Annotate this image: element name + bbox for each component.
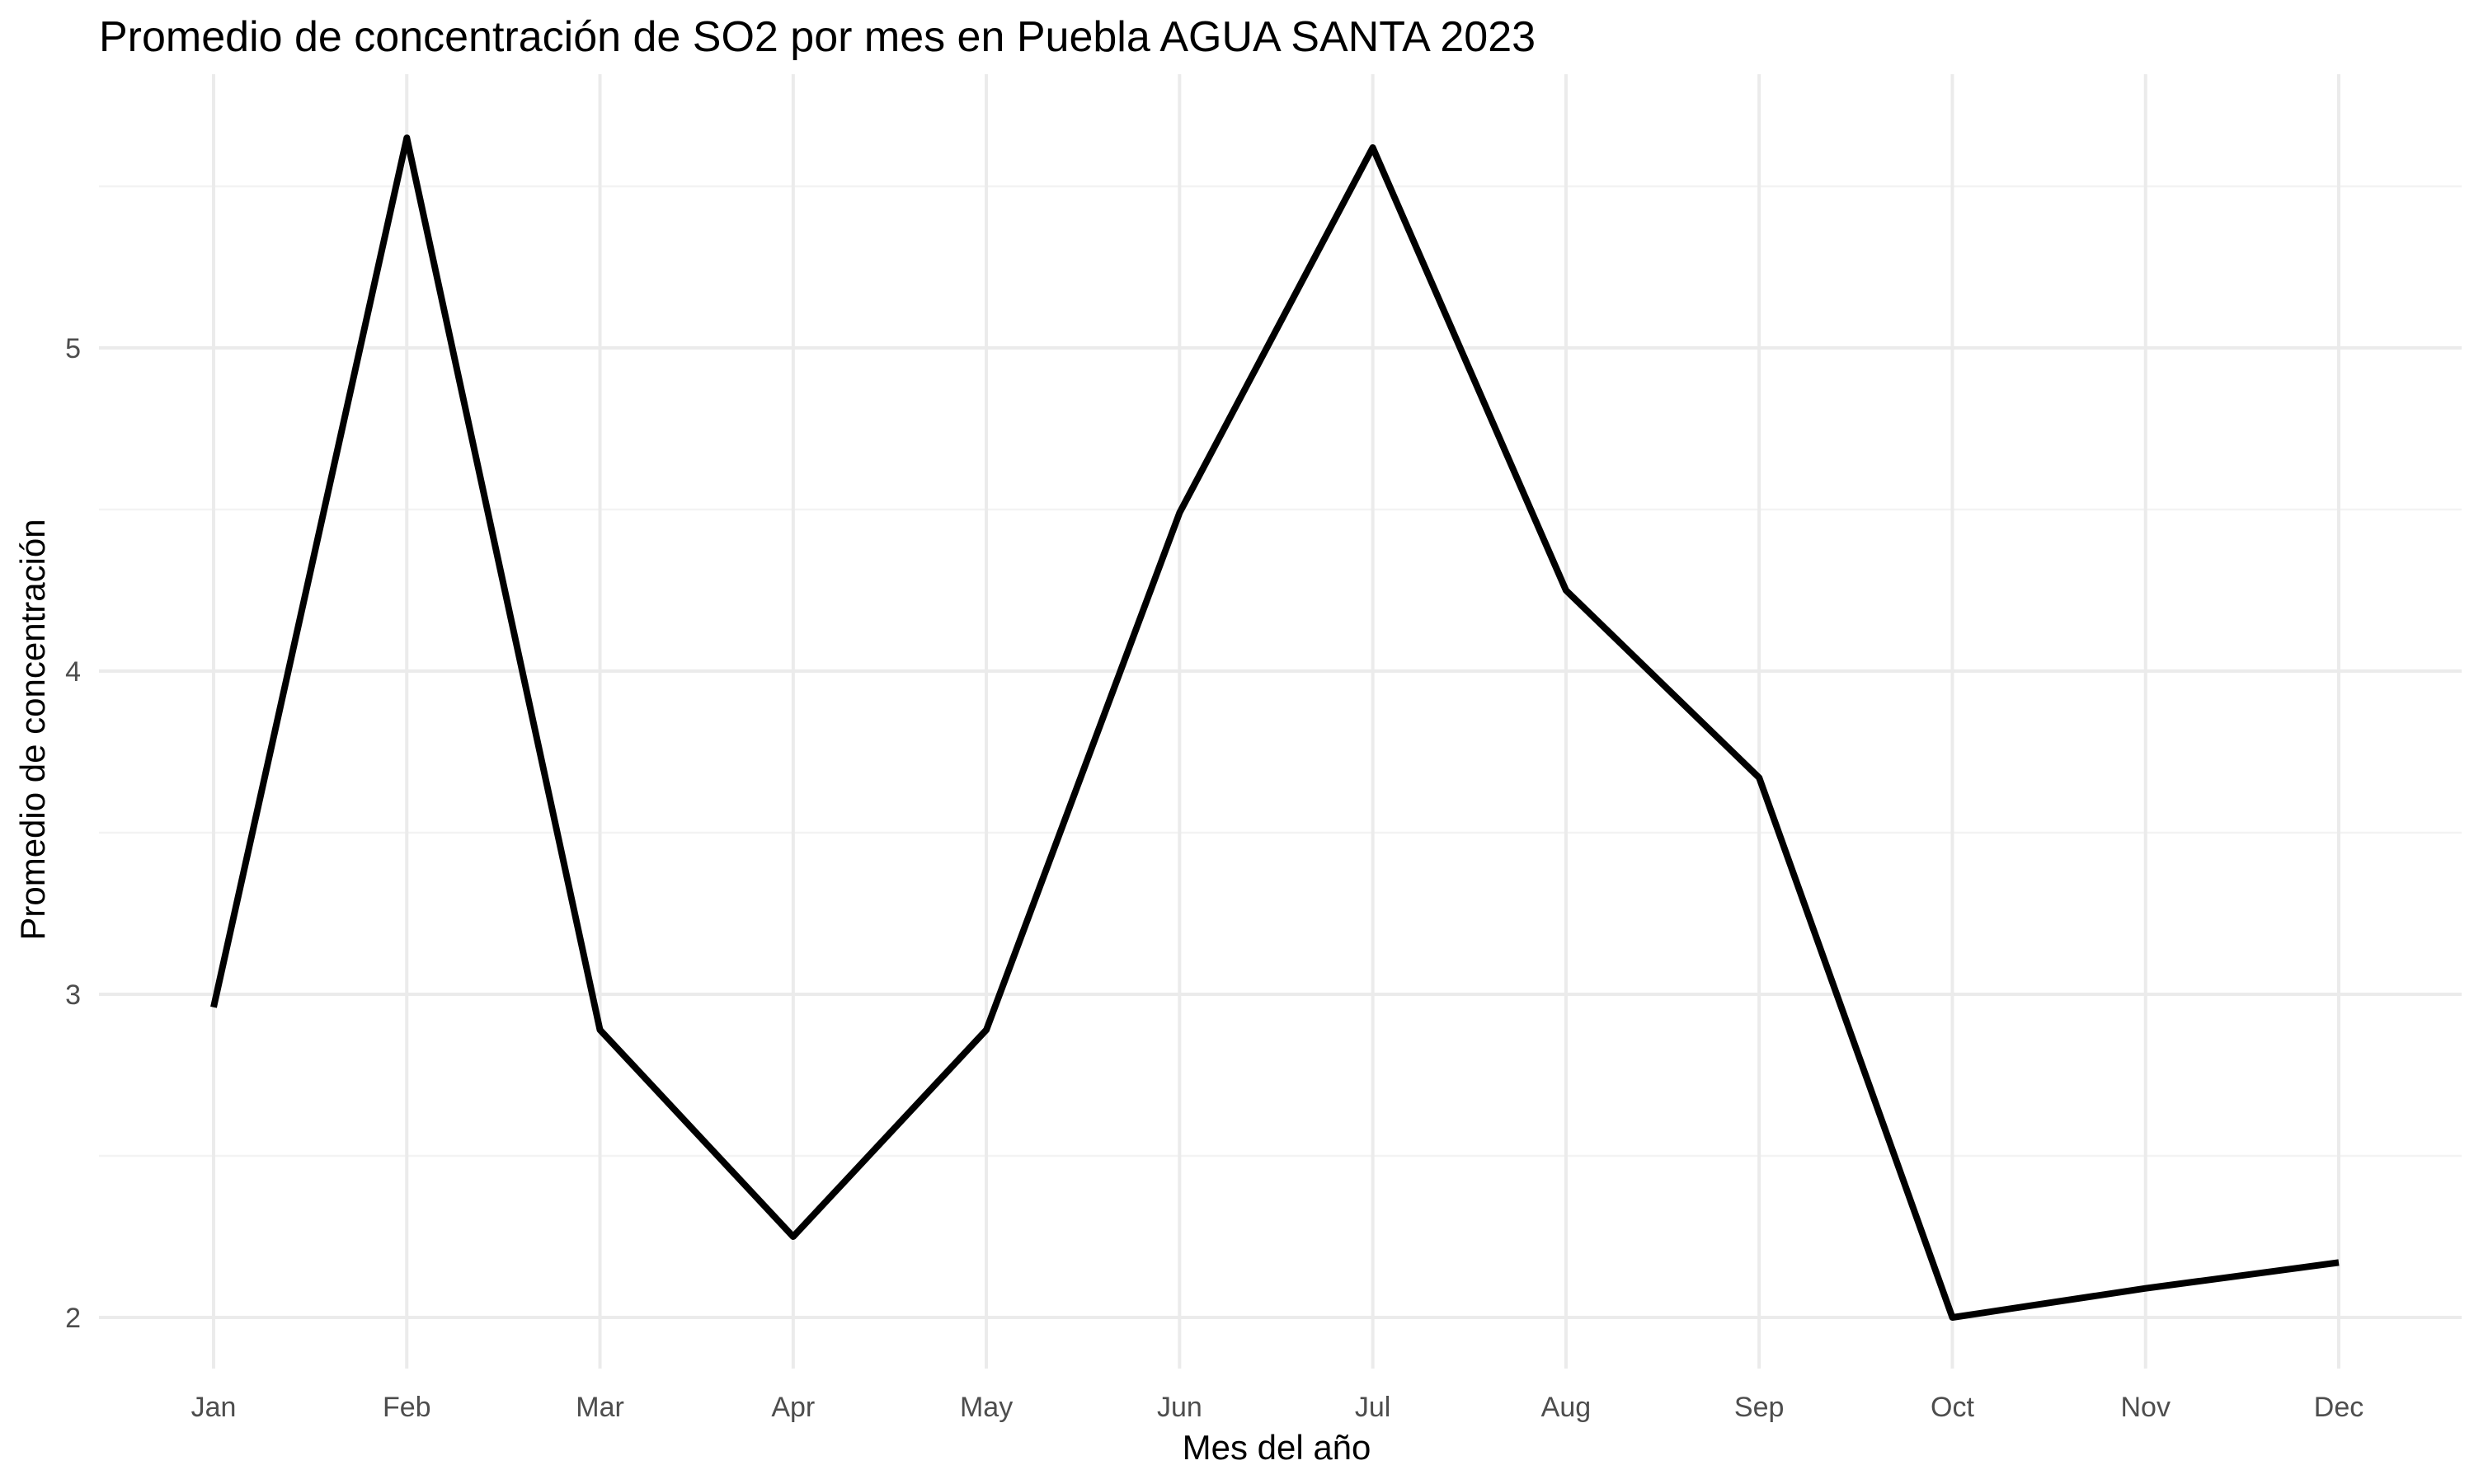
x-tick-label: Nov (2120, 1392, 2170, 1423)
x-tick-label: Mar (576, 1392, 624, 1423)
x-tick-label: Apr (771, 1392, 815, 1423)
y-tick-label: 3 (65, 979, 81, 1011)
x-tick-label: May (960, 1392, 1013, 1423)
x-axis-tick-labels: Jan Feb Mar Apr May Jun Jul Aug Sep Oct Nov Dec (191, 1392, 2364, 1423)
chart-title: Promedio de concentración de SO2 por mes… (99, 13, 1536, 61)
series-layer (210, 134, 2340, 1321)
minor-gridlines (99, 185, 2462, 1158)
x-tick-label: Dec (2314, 1392, 2363, 1423)
y-axis-tick-labels: 2 3 4 5 (65, 333, 81, 1334)
major-gridlines (99, 74, 2462, 1369)
x-tick-label: Sep (1734, 1392, 1785, 1423)
series-line (210, 134, 2340, 1321)
y-axis-title: Promedio de concentración (13, 519, 52, 940)
y-tick-label: 2 (65, 1303, 81, 1334)
x-tick-label: Aug (1541, 1392, 1592, 1423)
x-tick-label: Jul (1355, 1392, 1390, 1423)
y-tick-label: 4 (65, 656, 81, 688)
x-tick-label: Jun (1157, 1392, 1202, 1423)
y-tick-label: 5 (65, 333, 81, 364)
x-tick-label: Jan (191, 1392, 237, 1423)
x-tick-label: Oct (1931, 1392, 1974, 1423)
x-tick-label: Feb (383, 1392, 431, 1423)
x-axis-title: Mes del año (1183, 1428, 1371, 1467)
